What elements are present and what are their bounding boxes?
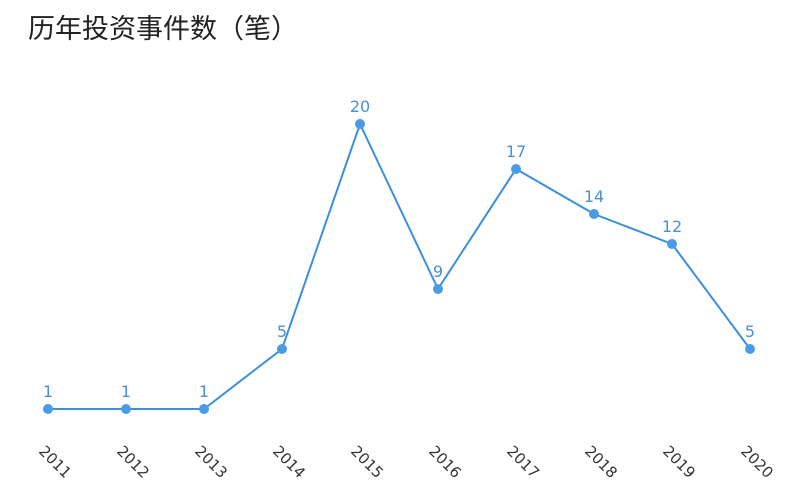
value-label: 1 <box>199 382 209 401</box>
point <box>745 344 755 354</box>
point <box>277 344 287 354</box>
value-label: 14 <box>584 187 604 206</box>
point <box>589 209 599 219</box>
value-label: 20 <box>350 97 370 116</box>
value-label: 5 <box>277 322 287 341</box>
point <box>667 239 677 249</box>
x-tick-label: 2019 <box>659 442 699 482</box>
point <box>355 119 365 129</box>
value-label: 1 <box>121 382 131 401</box>
line <box>48 121 751 410</box>
x-tick-label: 2015 <box>347 442 387 482</box>
x-tick-label: 2017 <box>503 442 543 482</box>
x-tick-label: 2011 <box>35 442 75 482</box>
x-tick-label: 2016 <box>425 442 465 482</box>
point <box>43 404 53 414</box>
value-label: 1 <box>43 382 53 401</box>
value-label: 9 <box>433 262 443 281</box>
x-tick-label: 2014 <box>269 442 309 482</box>
point <box>511 164 521 174</box>
point <box>121 404 131 414</box>
value-label: 17 <box>506 142 526 161</box>
x-tick-label: 2018 <box>581 442 621 482</box>
value-label: 5 <box>745 322 755 341</box>
x-tick-label: 2013 <box>191 442 231 482</box>
chart-title: 历年投资事件数（笔） <box>28 14 298 45</box>
point <box>199 404 209 414</box>
value-label: 12 <box>662 217 682 236</box>
x-tick-label: 2012 <box>113 442 153 482</box>
x-tick-label: 2020 <box>737 442 777 482</box>
point <box>433 284 443 294</box>
